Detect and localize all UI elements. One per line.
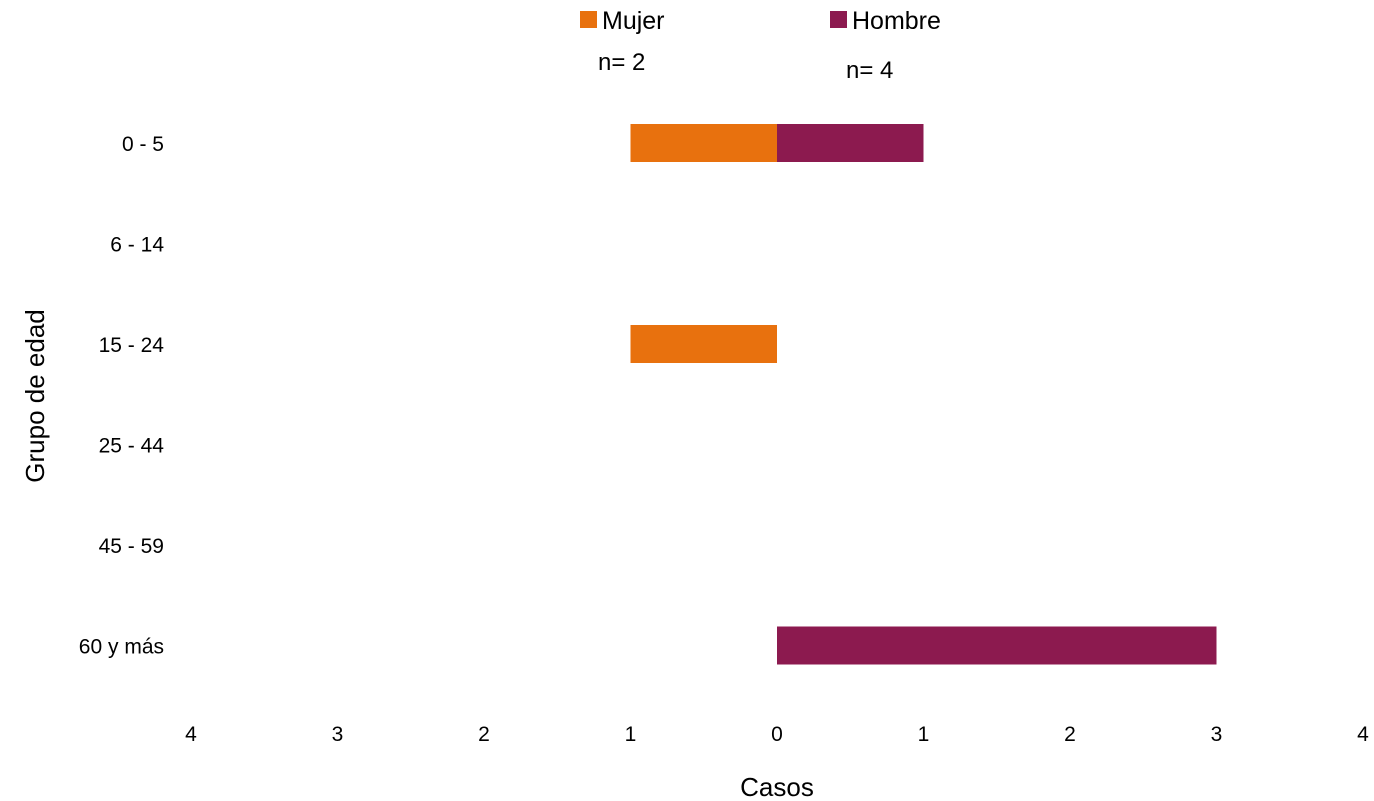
bars <box>630 124 1217 665</box>
x-tick-label: 2 <box>478 723 490 746</box>
y-tick-label-6-14: 6 - 14 <box>110 234 164 257</box>
x-tick-label: 3 <box>1211 723 1223 746</box>
legend: Mujer n= 2 Hombre n= 4 <box>580 7 941 84</box>
x-tick-label: 0 <box>771 723 783 746</box>
legend-swatch-hombre <box>830 11 847 28</box>
y-tick-label-60-y-mas: 60 y más <box>79 636 164 659</box>
y-axis: 0 - 5 6 - 14 15 - 24 25 - 44 45 - 59 60 y más <box>79 133 165 659</box>
legend-swatch-mujer <box>580 11 597 28</box>
x-tick-label: 3 <box>332 723 344 746</box>
legend-label-hombre: Hombre <box>852 7 941 35</box>
count-label-mujer: n= 2 <box>598 49 645 76</box>
y-tick-label-0-5: 0 - 5 <box>122 133 164 156</box>
bar-hombre-0-5 <box>777 124 924 162</box>
y-tick-label-15-24: 15 - 24 <box>99 334 165 357</box>
x-tick-label: 1 <box>918 723 930 746</box>
x-tick-label: 4 <box>1357 723 1369 746</box>
bar-mujer-0-5 <box>630 124 777 162</box>
x-axis-title: Casos <box>740 772 814 801</box>
y-tick-label-45-59: 45 - 59 <box>99 535 164 558</box>
y-axis-title: Grupo de edad <box>20 309 50 482</box>
x-tick-label: 1 <box>625 723 637 746</box>
x-tick-label: 4 <box>185 723 197 746</box>
x-axis: 4 3 2 1 0 1 2 3 4 <box>185 723 1369 746</box>
bar-mujer-15-24 <box>630 325 777 363</box>
x-tick-label: 2 <box>1064 723 1076 746</box>
y-tick-label-25-44: 25 - 44 <box>99 435 165 458</box>
legend-label-mujer: Mujer <box>602 7 665 35</box>
bar-hombre-60-y-mas <box>777 626 1217 665</box>
count-label-hombre: n= 4 <box>846 57 893 84</box>
